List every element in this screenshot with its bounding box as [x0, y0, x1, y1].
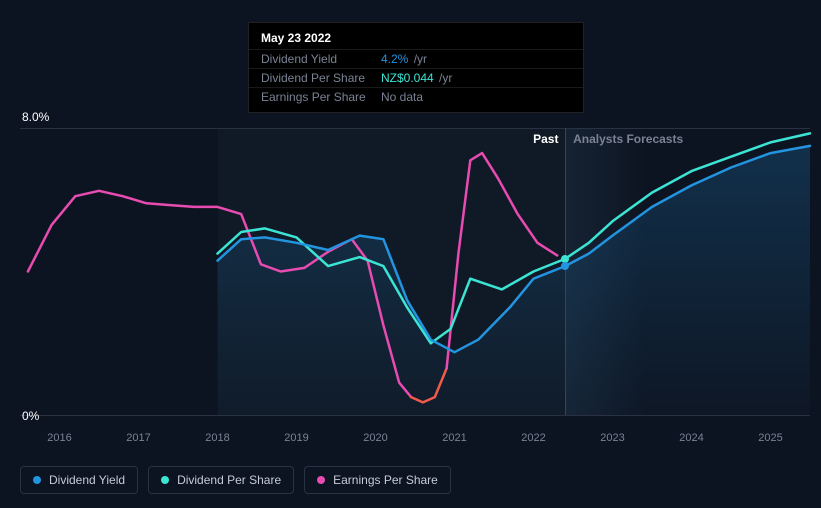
legend-item-dividend-yield[interactable]: Dividend Yield: [20, 466, 138, 494]
legend-label: Dividend Yield: [49, 473, 125, 487]
x-axis-tick: 2018: [205, 432, 229, 444]
x-axis-tick: 2021: [442, 432, 466, 444]
x-axis-tick: 2024: [679, 432, 703, 444]
x-axis-tick: 2017: [126, 432, 150, 444]
x-axis-tick: 2019: [284, 432, 308, 444]
legend-dot-icon: [161, 476, 169, 484]
legend-label: Earnings Per Share: [333, 473, 438, 487]
legend-item-earnings-per-share[interactable]: Earnings Per Share: [304, 466, 451, 494]
chart-area[interactable]: 8.0% 0% Past Analysts Forecasts 20162017…: [0, 0, 821, 508]
legend-dot-icon: [33, 476, 41, 484]
legend-item-dividend-per-share[interactable]: Dividend Per Share: [148, 466, 294, 494]
legend-dot-icon: [317, 476, 325, 484]
legend-label: Dividend Per Share: [177, 473, 281, 487]
x-axis-tick: 2023: [600, 432, 624, 444]
hover-marker: [561, 262, 569, 270]
x-axis-tick: 2016: [47, 432, 71, 444]
x-axis-tick: 2020: [363, 432, 387, 444]
x-axis-tick: 2022: [521, 432, 545, 444]
x-axis-tick: 2025: [758, 432, 782, 444]
chart-legend: Dividend Yield Dividend Per Share Earnings…: [20, 466, 451, 494]
hover-guideline: [565, 128, 566, 415]
